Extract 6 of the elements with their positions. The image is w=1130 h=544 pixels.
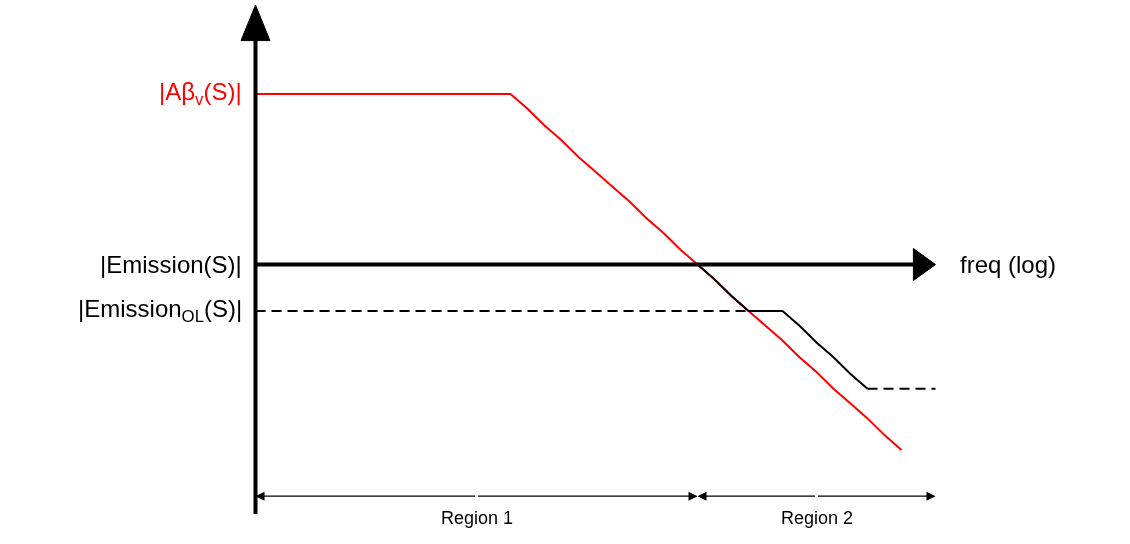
series-label: |Aβ$_{v}$(S)| <box>159 78 242 110</box>
text: |Emission(S)| <box>100 251 242 278</box>
text: |Emission$_{OL}$(S)| <box>78 295 243 327</box>
x-axis-title: freq (log) <box>960 251 1057 278</box>
text: Region 2 <box>781 508 854 528</box>
text: Region 1 <box>441 508 514 528</box>
